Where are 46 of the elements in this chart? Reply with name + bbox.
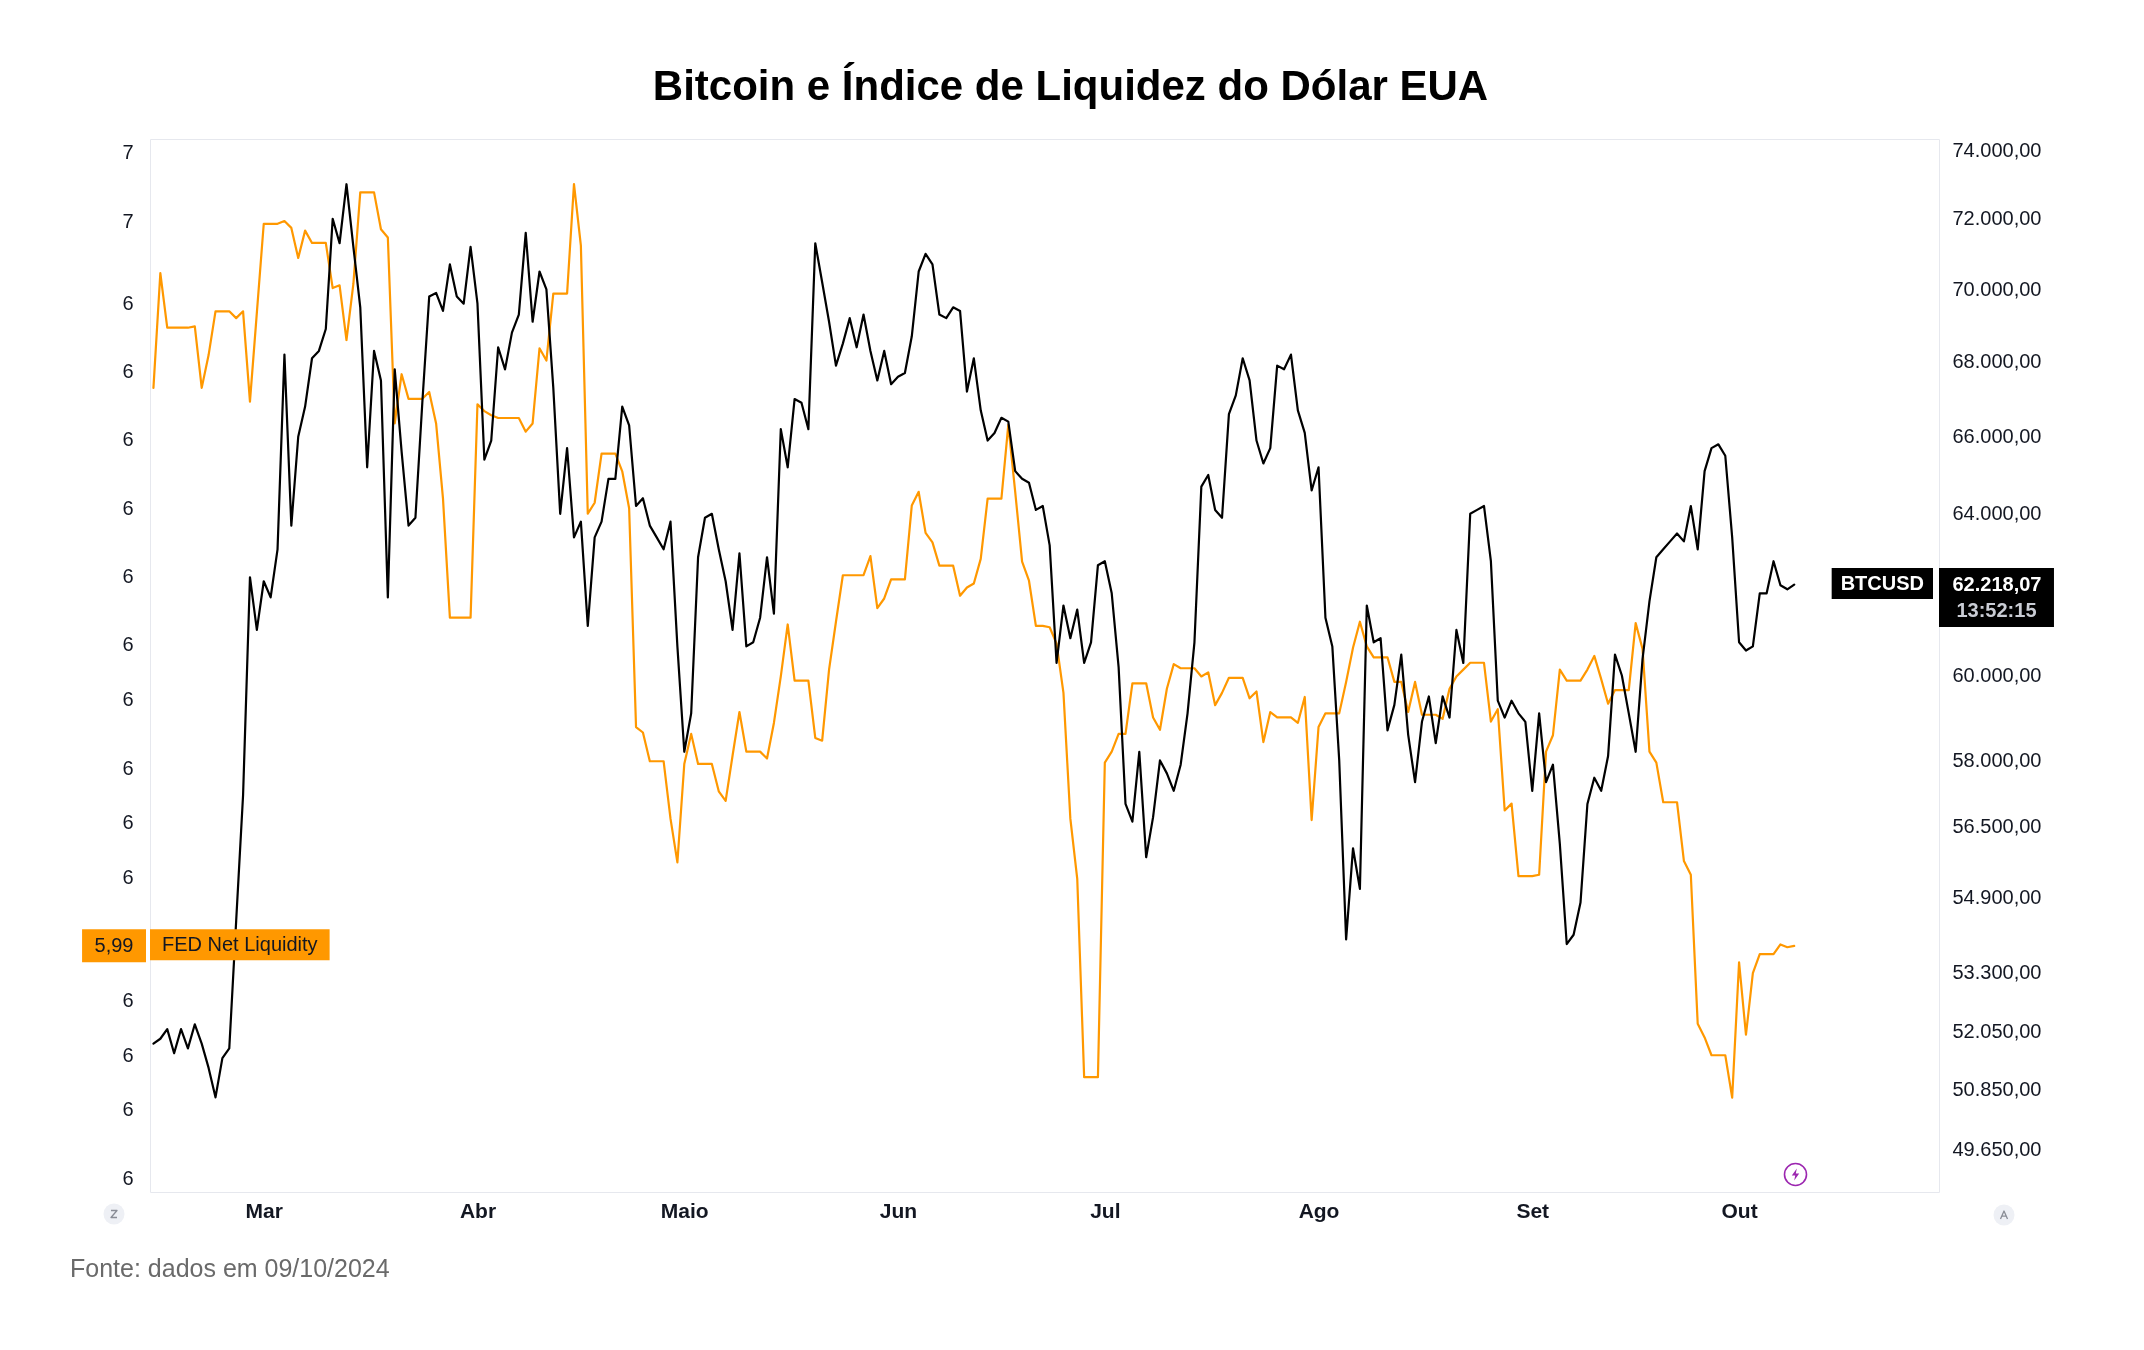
y-tick-label: 6	[122, 633, 134, 656]
y2-tick-label: 66.000,00	[1952, 425, 2042, 448]
y2-tick-label: 62.218,07	[1952, 573, 2042, 596]
y2-tick-label: 72.000,00	[1952, 207, 2042, 230]
y-tick-label: 6	[122, 688, 134, 711]
y2-tick-label: 58.000,00	[1952, 748, 2042, 771]
y2-tick-label: 74.000,00	[1952, 138, 2042, 161]
y-tick-label: 6	[122, 359, 134, 382]
y2-tick-label: 70.000,00	[1952, 277, 2042, 300]
x-tick-label: Out	[1721, 1198, 1758, 1222]
y-tick-label: 6	[122, 428, 134, 451]
y-tick-label: 6	[122, 291, 134, 314]
y2-tick-label: 54.900,00	[1952, 886, 2042, 909]
y-tick-label: 6	[122, 1098, 134, 1121]
x-tick-label: Set	[1516, 1198, 1550, 1222]
y2-tick-label: 64.000,00	[1952, 502, 2042, 525]
x-tick-label: Jun	[879, 1198, 918, 1222]
y2-tick-label: 53.300,00	[1952, 960, 2042, 983]
chart-title: Bitcoin e Índice de Liquidez do Dólar EUA	[652, 62, 1489, 109]
y-tick-label: 6	[122, 865, 134, 888]
x-tick-label: Mar	[245, 1198, 283, 1222]
y2-tick-label: 56.500,00	[1952, 814, 2042, 837]
y-tick-label: 6	[122, 811, 134, 834]
line-series	[152, 183, 1796, 1099]
text: 13:52:15	[1956, 598, 2037, 621]
x-tick-label: Abr	[459, 1198, 497, 1222]
y-tick-label: 7	[122, 209, 134, 232]
y2-tick-label: 49.650,00	[1952, 1138, 2042, 1161]
y-tick-label: 6	[122, 989, 134, 1012]
source-note: Fonte: dados em 09/10/2024	[70, 1254, 390, 1282]
y-tick-label: 5,99	[94, 934, 134, 957]
x-tick-label: Ago	[1298, 1198, 1340, 1222]
text: BTCUSD	[1840, 571, 1925, 594]
y-tick-label: 6	[122, 565, 134, 588]
y2-tick-label: 68.000,00	[1952, 350, 2042, 373]
y2-tick-label: 50.850,00	[1952, 1078, 2042, 1101]
y-tick-label: 6	[122, 1166, 134, 1189]
x-tick-label: Maio	[660, 1198, 709, 1222]
legend-label: FED Net Liquidity	[162, 932, 318, 955]
y-tick-label: 7	[122, 141, 134, 164]
y-tick-label: 6	[122, 496, 134, 519]
y2-tick-label: 60.000,00	[1952, 663, 2042, 686]
x-tick-label: Jul	[1090, 1198, 1121, 1222]
y-tick-label: 6	[122, 1043, 134, 1066]
y-tick-label: 6	[122, 756, 134, 779]
y2-tick-label: 52.050,00	[1952, 1020, 2042, 1043]
